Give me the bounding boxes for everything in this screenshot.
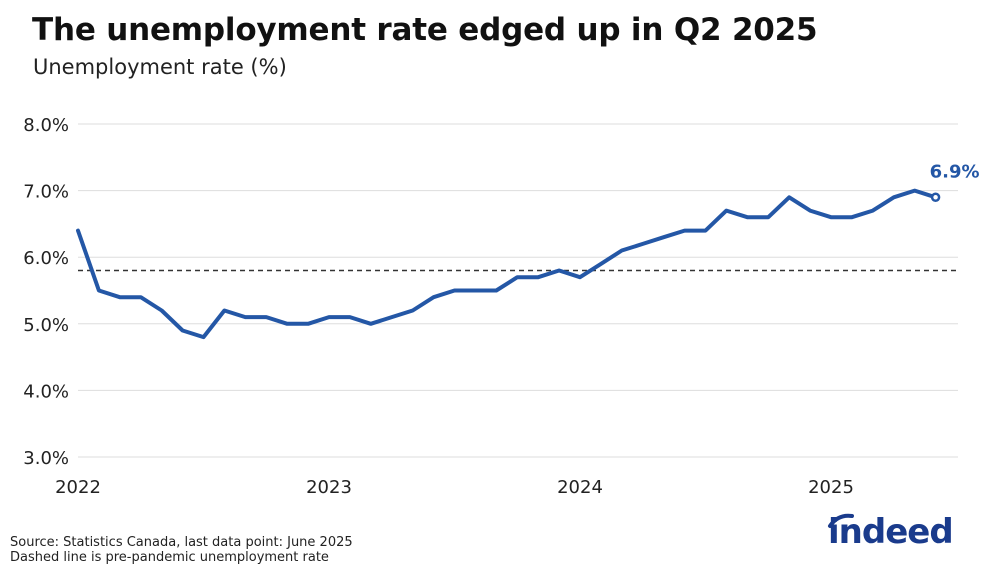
y-tick-label: 5.0% bbox=[23, 315, 69, 336]
x-tick-label: 2023 bbox=[306, 477, 352, 498]
chart-title: The unemployment rate edged up in Q2 202… bbox=[32, 12, 818, 48]
logo-arc-icon bbox=[828, 513, 854, 528]
x-tick-label: 2024 bbox=[557, 477, 603, 498]
reference-line-note: Dashed line is pre-pandemic unemployment… bbox=[10, 550, 329, 565]
footnote: Source: Statistics Canada, last data poi… bbox=[10, 535, 353, 565]
source-note: Source: Statistics Canada, last data poi… bbox=[10, 535, 353, 550]
unemployment-rate-line bbox=[76, 188, 938, 340]
x-tick-label: 2025 bbox=[808, 477, 854, 498]
indeed-logo: indeed bbox=[822, 510, 954, 555]
y-tick-label: 7.0% bbox=[23, 182, 69, 203]
logo-text: indeed bbox=[828, 512, 954, 552]
y-tick-label: 3.0% bbox=[23, 448, 69, 469]
last-value-label: 6.9% bbox=[930, 161, 980, 182]
last-data-point-marker bbox=[930, 192, 941, 203]
chart-subtitle: Unemployment rate (%) bbox=[33, 55, 287, 79]
y-tick-label: 8.0% bbox=[23, 115, 69, 136]
x-tick-label: 2022 bbox=[55, 477, 101, 498]
y-tick-label: 4.0% bbox=[23, 381, 69, 402]
y-tick-label: 6.0% bbox=[23, 248, 69, 269]
